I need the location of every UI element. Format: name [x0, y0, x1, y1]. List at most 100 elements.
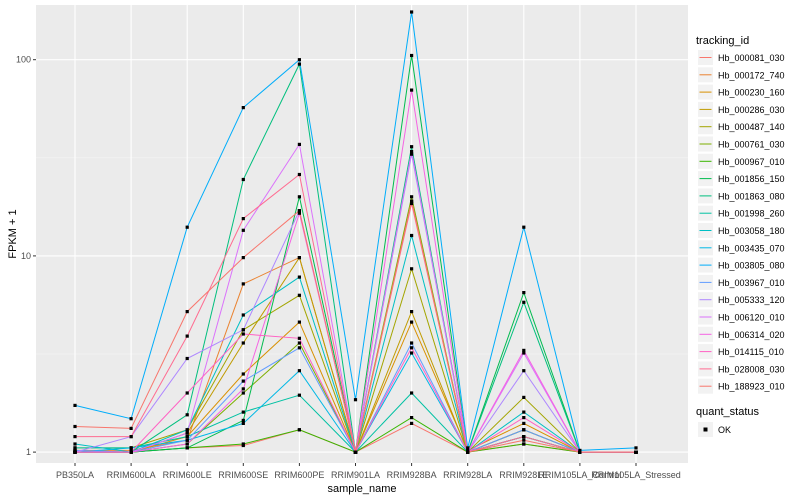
data-point [241, 410, 245, 414]
legend-entry-label: Hb_003967_010 [718, 278, 785, 288]
data-point [353, 450, 358, 454]
legend-shape-entry: OK [698, 422, 731, 437]
legend-entry-label: Hb_003435_070 [718, 243, 785, 253]
data-point [185, 225, 189, 229]
legend-entry-label: Hb_188923_010 [718, 382, 785, 392]
data-point [241, 282, 245, 286]
data-points [73, 10, 638, 454]
x-tick-label: RRIM928LE [499, 470, 548, 480]
data-point [297, 172, 301, 177]
data-point [73, 442, 77, 446]
data-point [129, 448, 133, 452]
data-point [410, 310, 414, 314]
data-point [241, 418, 245, 422]
data-point [241, 387, 245, 391]
data-point [185, 391, 189, 395]
legend-color-entries: Hb_000081_030 Hb_000172_740 Hb_000230_160 H… [698, 50, 785, 394]
legend-shape-title: quant_status [696, 406, 759, 418]
data-point [578, 448, 582, 452]
legend-color-title: tracking_id [696, 35, 749, 47]
data-point [129, 417, 133, 421]
data-point [410, 195, 414, 199]
data-point [297, 256, 301, 260]
data-point [241, 106, 245, 110]
legend-entry-label: Hb_028008_030 [718, 364, 785, 374]
data-point [297, 341, 301, 345]
data-point [185, 431, 189, 435]
legend-entry-label: Hb_003058_180 [718, 226, 785, 236]
data-point [297, 369, 301, 373]
plot-panel [36, 5, 688, 463]
data-point [410, 145, 414, 149]
data-point [522, 438, 526, 442]
data-point [410, 391, 414, 395]
data-point [522, 442, 526, 446]
data-point [297, 346, 301, 350]
data-point [241, 372, 245, 376]
data-point [410, 267, 414, 271]
data-point [241, 341, 245, 345]
data-point [129, 446, 133, 450]
x-tick-label: RRIM901LA [331, 470, 380, 480]
x-axis-ticks: PB350LA RRIM600LA RRIM600LE RRIM600SE RRIM60… [56, 463, 681, 480]
data-point [410, 53, 414, 58]
data-point [297, 293, 301, 297]
data-point [185, 435, 189, 439]
grid-lines [36, 5, 688, 463]
legend-entry-label: Hb_000286_030 [718, 105, 785, 115]
data-point [297, 336, 301, 340]
x-tick-label: RRIM105LA_Control [538, 470, 621, 480]
data-point [241, 332, 245, 336]
data-point [410, 416, 414, 420]
data-point [241, 177, 245, 182]
legend-entry-label: Hb_005333_120 [718, 295, 785, 305]
data-point [410, 88, 414, 92]
data-point [353, 398, 358, 402]
data-point [466, 448, 470, 452]
data-point [297, 428, 301, 432]
data-point [185, 446, 189, 450]
y-axis-ticks: 1 10 100 [16, 55, 36, 457]
data-point [185, 438, 189, 442]
data-point [410, 421, 414, 425]
data-point [410, 152, 414, 156]
data-point [241, 379, 245, 383]
data-point [129, 435, 133, 439]
data-point [241, 217, 245, 221]
x-tick-label: PB350LA [56, 470, 94, 480]
legend-entry-label: Hb_000761_030 [718, 140, 785, 150]
data-point [185, 310, 189, 314]
data-point [297, 393, 301, 397]
data-point [522, 435, 526, 439]
data-point [129, 426, 133, 430]
legend-entry-label: Hb_001998_260 [718, 209, 785, 219]
legend-entry-label: Hb_000967_010 [718, 157, 785, 167]
data-point [466, 446, 470, 450]
data-point [241, 442, 245, 446]
data-point [241, 328, 245, 332]
data-point [522, 351, 526, 355]
y-tick-label: 10 [21, 251, 31, 261]
x-tick-label: RRIM105LA_Stressed [591, 470, 681, 480]
data-point [410, 150, 414, 154]
data-point [241, 256, 245, 260]
x-tick-label: RRIM600SE [218, 470, 268, 480]
legend-shape-marker [703, 427, 708, 432]
data-point [410, 346, 414, 350]
x-tick-label: RRIM928BA [387, 470, 437, 480]
data-point [241, 391, 245, 395]
data-point [241, 421, 245, 425]
data-point [522, 428, 526, 432]
data-point [410, 351, 414, 355]
data-point [410, 10, 414, 14]
data-point [522, 410, 526, 414]
data-point [522, 416, 526, 420]
legend-entry-label: Hb_000230_160 [718, 88, 785, 98]
data-point [297, 275, 301, 279]
legend-entry-label: Hb_006120_010 [718, 313, 785, 323]
legend-entry-label: Hb_000081_030 [718, 53, 785, 63]
x-tick-label: RRIM928LA [443, 470, 492, 480]
y-tick-label: 100 [16, 55, 31, 65]
data-point [410, 320, 414, 324]
